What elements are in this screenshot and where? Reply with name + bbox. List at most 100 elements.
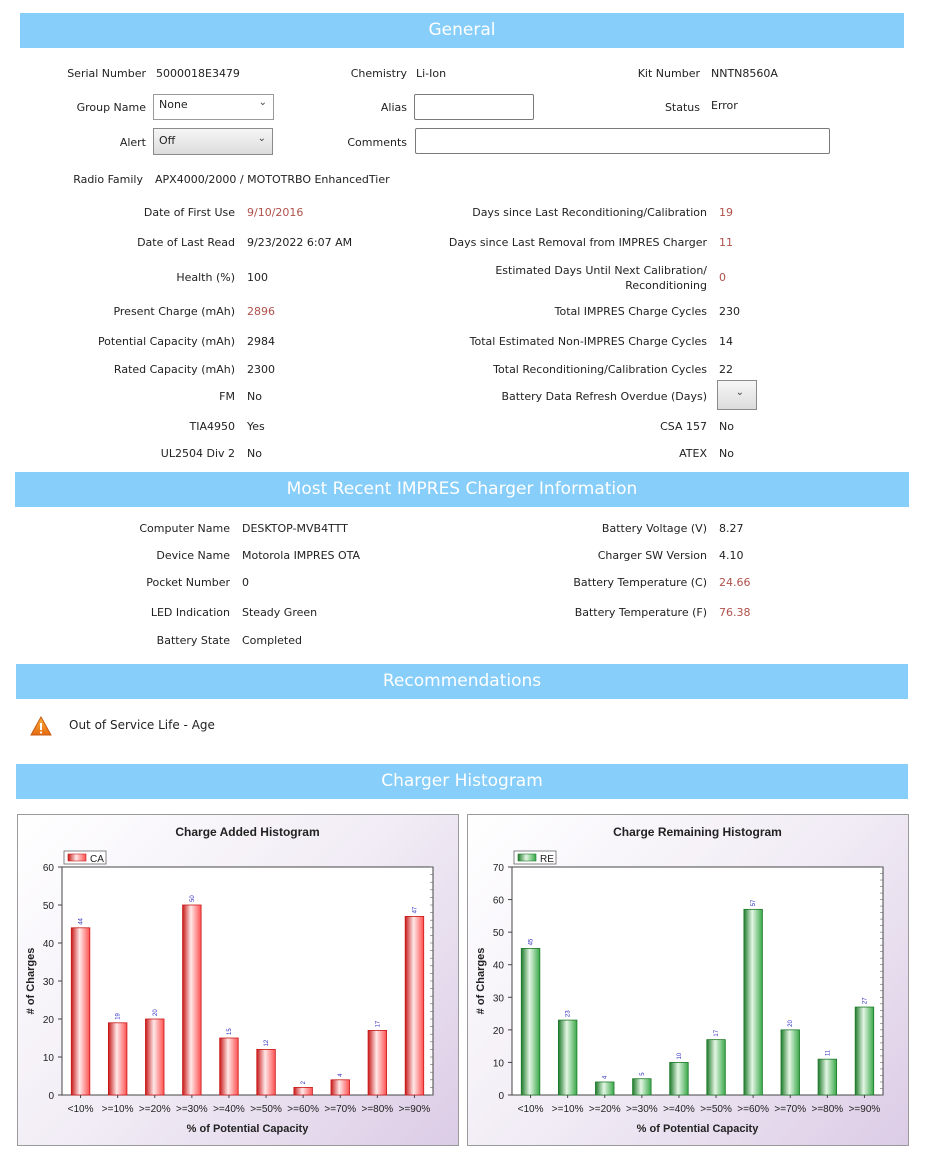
legend-swatch xyxy=(68,854,86,861)
serial-number-value: 5000018E3479 xyxy=(156,67,240,80)
bar xyxy=(818,1059,837,1095)
bar xyxy=(183,905,202,1095)
charge-added-chart-svg: Charge Added Histogram CA 0 10 20 30 40 50 60 44 <… xyxy=(18,815,458,1145)
last-read-value: 9/23/2022 6:07 AM xyxy=(247,236,352,249)
days-removal-value: 11 xyxy=(719,236,733,249)
potential-capacity-value: 2984 xyxy=(247,335,275,348)
chevron-down-icon: ⌄ xyxy=(736,387,744,398)
group-name-label: Group Name xyxy=(77,101,146,114)
comments-label: Comments xyxy=(347,136,407,149)
battery-voltage-label: Battery Voltage (V) xyxy=(602,522,707,535)
x-tick-label: >=70% xyxy=(774,1104,806,1115)
total-impres-label: Total IMPRES Charge Cycles xyxy=(555,305,707,318)
comments-input[interactable] xyxy=(415,128,830,154)
led-indication-value: Steady Green xyxy=(242,606,317,619)
bar xyxy=(71,928,90,1095)
ul2504-label: UL2504 Div 2 xyxy=(161,447,235,460)
bar xyxy=(744,909,763,1095)
present-charge-value: 2896 xyxy=(247,305,275,318)
bar xyxy=(521,948,540,1095)
status-value: Error xyxy=(711,99,738,112)
est-days-label: Estimated Days Until Next Calibration/ R… xyxy=(495,263,707,293)
health-label: Health (%) xyxy=(176,271,235,284)
first-use-label: Date of First Use xyxy=(144,206,235,219)
battery-state-label: Battery State xyxy=(157,634,230,647)
battery-temp-f-label: Battery Temperature (F) xyxy=(575,606,707,619)
battery-temp-c-label: Battery Temperature (C) xyxy=(573,576,707,589)
bar xyxy=(220,1038,239,1095)
x-tick-label: <10% xyxy=(68,1104,94,1115)
days-recond-value: 19 xyxy=(719,206,733,219)
total-recond-label: Total Reconditioning/Calibration Cycles xyxy=(493,363,707,376)
x-tick-label: >=50% xyxy=(700,1104,732,1115)
alert-select[interactable]: Off ⌄ xyxy=(153,128,273,155)
y-tick-label: 0 xyxy=(498,1091,504,1102)
csa157-value: No xyxy=(719,420,734,433)
est-days-label-line2: Reconditioning xyxy=(625,279,707,292)
y-axis-label: # of Charges xyxy=(25,948,37,1015)
x-tick-label: >=90% xyxy=(849,1104,881,1115)
data-label: 17 xyxy=(714,1029,720,1036)
pocket-number-value: 0 xyxy=(242,576,249,589)
battery-voltage-value: 8.27 xyxy=(719,522,744,535)
y-tick-label: 30 xyxy=(43,977,55,988)
x-tick-label: >=10% xyxy=(102,1104,134,1115)
est-days-value: 0 xyxy=(719,271,726,284)
rated-capacity-label: Rated Capacity (mAh) xyxy=(114,363,235,376)
total-impres-value: 230 xyxy=(719,305,740,318)
data-label: 19 xyxy=(116,1012,122,1019)
x-tick-label: >=20% xyxy=(589,1104,621,1115)
x-tick-label: >=20% xyxy=(139,1104,171,1115)
data-label: 10 xyxy=(677,1052,683,1059)
days-recond-label: Days since Last Reconditioning/Calibrati… xyxy=(472,206,707,219)
data-label: 17 xyxy=(375,1020,381,1027)
status-label: Status xyxy=(665,101,700,114)
alias-label: Alias xyxy=(381,101,407,114)
bar xyxy=(331,1080,350,1095)
charger-sw-label: Charger SW Version xyxy=(598,549,707,562)
led-indication-label: LED Indication xyxy=(151,606,230,619)
x-tick-label: >=50% xyxy=(250,1104,282,1115)
battery-temp-f-value: 76.38 xyxy=(719,606,751,619)
x-tick-label: >=60% xyxy=(737,1104,769,1115)
health-value: 100 xyxy=(247,271,268,284)
battery-state-value: Completed xyxy=(242,634,302,647)
data-label: 23 xyxy=(566,1010,572,1017)
y-tick-label: 60 xyxy=(493,896,505,907)
bar xyxy=(405,916,424,1095)
refresh-overdue-select[interactable]: ⌄ xyxy=(717,380,757,410)
legend-label: CA xyxy=(90,854,104,865)
data-label: 11 xyxy=(825,1049,831,1056)
y-tick-label: 10 xyxy=(43,1053,55,1064)
computer-name-value: DESKTOP-MVB4TTT xyxy=(242,522,348,535)
general-header: General xyxy=(20,13,904,48)
data-label: 27 xyxy=(862,997,868,1004)
x-tick-label: >=30% xyxy=(176,1104,208,1115)
group-name-select[interactable]: None ⌄ xyxy=(153,94,274,120)
alert-label: Alert xyxy=(120,136,146,149)
y-tick-label: 10 xyxy=(493,1058,505,1069)
bar xyxy=(707,1040,726,1095)
tia4950-value: Yes xyxy=(247,420,265,433)
tia4950-label: TIA4950 xyxy=(190,420,235,433)
x-tick-label: >=10% xyxy=(552,1104,584,1115)
x-axis-label: % of Potential Capacity xyxy=(187,1123,310,1135)
bar xyxy=(595,1082,614,1095)
pocket-number-label: Pocket Number xyxy=(146,576,230,589)
battery-temp-c-value: 24.66 xyxy=(719,576,751,589)
data-label: 12 xyxy=(264,1039,270,1046)
chart-title: Charge Added Histogram xyxy=(175,825,319,839)
x-tick-label: >=80% xyxy=(811,1104,843,1115)
kit-number-label: Kit Number xyxy=(638,67,700,80)
chevron-down-icon: ⌄ xyxy=(258,133,266,144)
y-tick-label: 50 xyxy=(43,901,55,912)
charger-info-header: Most Recent IMPRES Charger Information xyxy=(15,472,909,507)
last-read-label: Date of Last Read xyxy=(137,236,235,249)
x-tick-label: >=30% xyxy=(626,1104,658,1115)
alias-input[interactable] xyxy=(414,94,534,120)
first-use-value: 9/10/2016 xyxy=(247,206,303,219)
charge-added-chart: Charge Added Histogram CA 0 10 20 30 40 50 60 44 <… xyxy=(17,814,459,1146)
potential-capacity-label: Potential Capacity (mAh) xyxy=(98,335,235,348)
kit-number-value: NNTN8560A xyxy=(711,67,778,80)
legend-swatch xyxy=(518,854,536,861)
